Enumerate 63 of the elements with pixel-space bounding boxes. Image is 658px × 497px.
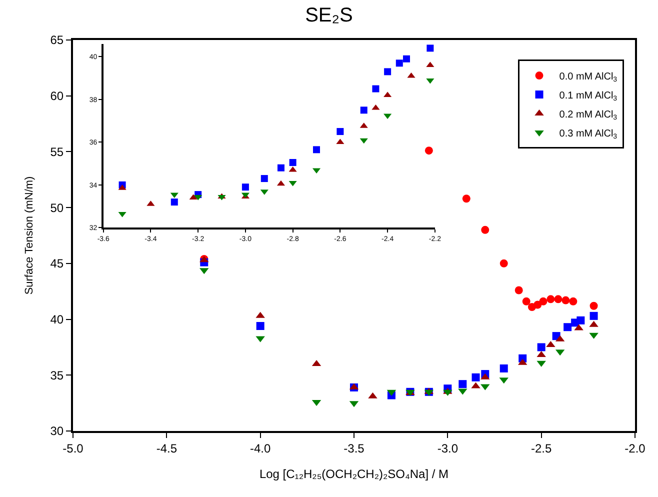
- legend-label: 0.0 mM AlCl$_{3}$: [559, 71, 618, 84]
- point: [576, 316, 585, 324]
- y-axis-title: Surface Tension (mN/m): [23, 176, 36, 295]
- point: [562, 296, 570, 304]
- point: [170, 198, 178, 206]
- point: [288, 166, 297, 172]
- point: [360, 106, 368, 114]
- y-tick-label: 35: [50, 368, 64, 382]
- point: [242, 184, 249, 191]
- point: [590, 302, 598, 310]
- point: [407, 72, 416, 78]
- point: [569, 297, 578, 306]
- point: [514, 286, 523, 294]
- point: [313, 146, 320, 154]
- y-tick-label: 60: [50, 89, 64, 104]
- point: [189, 194, 198, 200]
- y-tick-label: 40: [50, 312, 64, 326]
- legend-label: 0.2 mM AlCl$_{3}$: [559, 109, 618, 122]
- point: [472, 373, 480, 382]
- point: [546, 295, 555, 304]
- point: [590, 312, 598, 320]
- x-tick-label: -5.0: [62, 441, 84, 456]
- point: [372, 85, 380, 92]
- x-tick-label: -4.0: [250, 441, 271, 456]
- point: [458, 380, 467, 388]
- point: [194, 194, 202, 200]
- point: [500, 364, 508, 372]
- point: [384, 68, 392, 76]
- point: [256, 322, 264, 330]
- point: [522, 297, 530, 306]
- x-axis-title: Log [C₁₂H₂₅(OCH₂CH₂)₂SO₄Na] / M: [259, 466, 449, 481]
- point: [260, 175, 268, 182]
- x-tick-label: -2.0: [624, 441, 646, 456]
- point: [360, 138, 368, 144]
- x-tick-label: -4.5: [156, 441, 178, 456]
- point: [462, 194, 470, 203]
- x-tick-label: -3.5: [344, 441, 365, 456]
- x-tick-label: -3.0: [437, 441, 458, 456]
- chart-title: SE₂S: [305, 4, 353, 26]
- point: [426, 44, 434, 52]
- y-tick-label: 45: [50, 256, 64, 271]
- point: [537, 343, 546, 352]
- point: [426, 62, 434, 68]
- point: [403, 55, 410, 62]
- point: [554, 295, 562, 304]
- point: [500, 259, 508, 268]
- point: [277, 164, 284, 172]
- y-tick-label: 55: [50, 144, 64, 159]
- y-tick-label: 30: [50, 424, 64, 438]
- point: [426, 78, 434, 84]
- point: [170, 192, 178, 198]
- legend-label: 0.1 mM AlCl$_{3}$: [559, 90, 618, 103]
- point: [481, 226, 490, 234]
- point: [539, 297, 548, 306]
- legend-label: 0.3 mM AlCl$_{3}$: [559, 128, 618, 141]
- point: [336, 128, 344, 136]
- y-tick-label: 50: [50, 200, 64, 215]
- x-tick-label: -2.5: [530, 441, 552, 456]
- point: [396, 60, 403, 67]
- point: [289, 159, 296, 166]
- y-tick-label: 65: [50, 33, 64, 48]
- point: [564, 323, 572, 332]
- point: [424, 146, 433, 155]
